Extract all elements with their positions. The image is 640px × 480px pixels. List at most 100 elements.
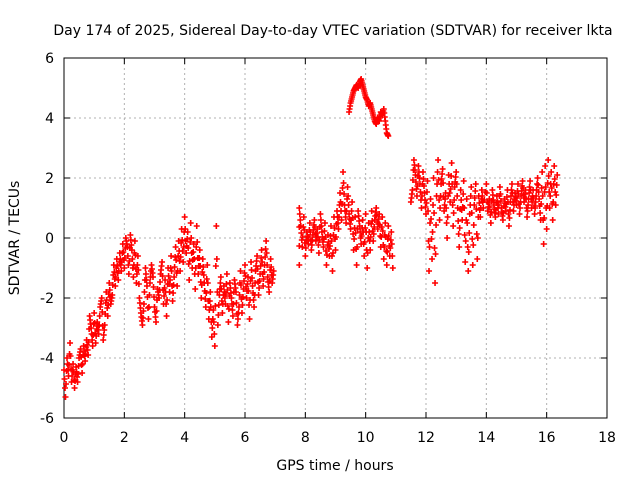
data-point	[381, 244, 388, 250]
data-point	[499, 217, 506, 223]
data-point	[145, 304, 152, 310]
data-point	[535, 189, 542, 195]
data-point	[219, 310, 226, 316]
data-point	[254, 266, 261, 272]
data-point	[496, 184, 503, 190]
data-point	[463, 196, 470, 202]
data-point	[359, 217, 366, 223]
data-point	[184, 236, 191, 242]
data-point	[546, 205, 553, 211]
data-point	[453, 181, 460, 187]
data-point	[317, 217, 324, 223]
data-point	[455, 218, 462, 224]
data-point	[95, 331, 102, 337]
data-point	[492, 214, 499, 220]
data-point	[133, 271, 140, 277]
data-point	[233, 300, 240, 306]
data-point	[468, 210, 475, 216]
data-point	[257, 263, 264, 269]
data-point	[531, 211, 538, 217]
data-point	[317, 211, 324, 217]
data-point	[455, 231, 462, 237]
data-point	[166, 289, 173, 295]
data-point	[172, 254, 179, 260]
data-point	[385, 133, 392, 139]
data-point	[173, 257, 180, 263]
y-tick-label: -2	[40, 291, 54, 307]
data-point	[186, 277, 193, 283]
data-point	[213, 256, 220, 262]
data-point	[344, 196, 351, 202]
data-point	[300, 214, 307, 220]
data-point	[545, 173, 552, 179]
data-point	[174, 283, 181, 289]
data-point	[345, 202, 352, 208]
data-point	[526, 184, 533, 190]
data-point	[251, 304, 258, 310]
data-point	[451, 197, 458, 203]
data-point	[367, 234, 374, 240]
data-point	[508, 187, 515, 193]
data-point	[337, 190, 344, 196]
data-point	[180, 244, 187, 250]
data-point	[79, 370, 86, 376]
data-point	[376, 211, 383, 217]
data-point	[343, 220, 350, 226]
data-point	[104, 313, 111, 319]
data-point	[342, 214, 349, 220]
data-point	[200, 264, 207, 270]
data-point	[126, 258, 133, 264]
data-point	[466, 230, 473, 236]
data-point	[191, 256, 198, 262]
data-point	[409, 177, 416, 183]
data-point	[536, 196, 543, 202]
data-point	[96, 322, 103, 328]
data-point	[170, 290, 177, 296]
data-point	[469, 262, 476, 268]
data-point	[327, 223, 334, 229]
data-point	[311, 217, 318, 223]
data-point	[478, 187, 485, 193]
data-point	[542, 163, 549, 169]
data-point	[436, 217, 443, 223]
data-point	[223, 281, 230, 287]
data-point	[142, 265, 149, 271]
data-point	[463, 217, 470, 223]
data-point	[296, 211, 303, 217]
data-point	[409, 187, 416, 193]
x-tick-label: 2	[120, 430, 129, 446]
data-point	[168, 253, 175, 259]
data-point	[142, 271, 149, 277]
data-point	[333, 234, 340, 240]
data-point	[235, 304, 242, 310]
data-point	[387, 245, 394, 251]
data-point	[192, 265, 199, 271]
data-point	[524, 208, 531, 214]
data-point	[444, 235, 451, 241]
data-point	[203, 276, 210, 282]
data-point	[470, 242, 477, 248]
data-point	[177, 254, 184, 260]
x-tick-label: 0	[60, 430, 69, 446]
data-point	[197, 263, 204, 269]
data-point	[169, 298, 176, 304]
data-point	[435, 157, 442, 163]
data-point	[461, 205, 468, 211]
data-point	[549, 217, 556, 223]
data-point	[195, 271, 202, 277]
data-point	[234, 322, 241, 328]
data-point	[134, 262, 141, 268]
data-point	[487, 212, 494, 218]
data-point	[474, 235, 481, 241]
data-point	[454, 193, 461, 199]
data-point	[553, 192, 560, 198]
data-point	[323, 262, 330, 268]
data-point	[118, 268, 125, 274]
data-point	[248, 267, 255, 273]
data-point	[347, 226, 354, 232]
data-point	[431, 210, 438, 216]
data-point	[467, 193, 474, 199]
x-tick-label: 10	[357, 430, 375, 446]
data-point	[387, 237, 394, 243]
data-point	[316, 237, 323, 243]
